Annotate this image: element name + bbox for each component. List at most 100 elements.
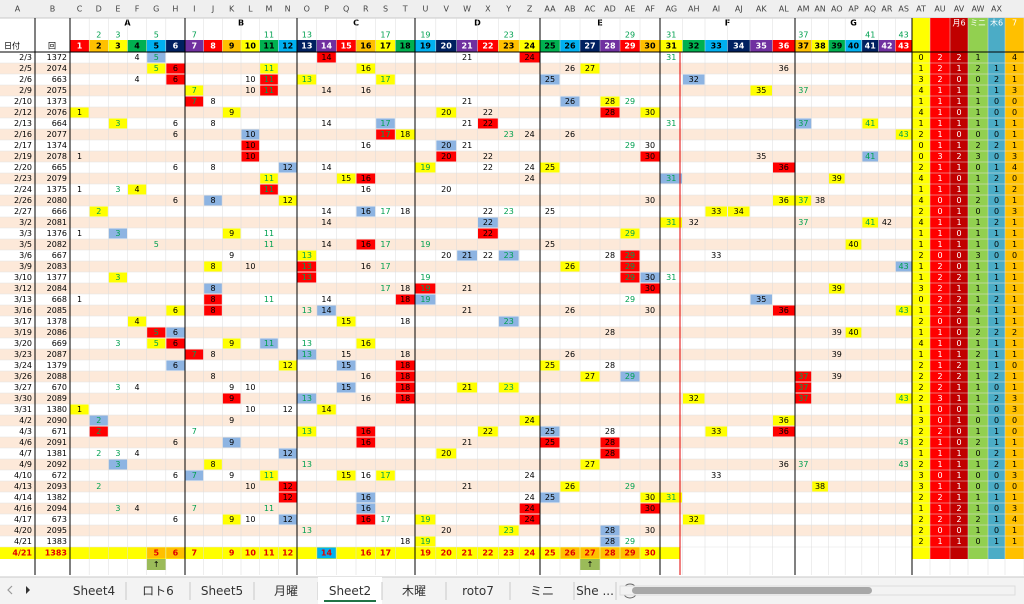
- row-stripe: [0, 283, 912, 294]
- cell-number: 14: [321, 218, 331, 227]
- summary-value: 2: [994, 295, 999, 304]
- cell-highlight: [222, 338, 241, 349]
- row-stripe: [0, 85, 912, 96]
- header-cell: [146, 40, 166, 52]
- summary-value: 2: [956, 152, 961, 161]
- cell-number: 23: [504, 526, 514, 535]
- sheet-tab[interactable]: 木曜: [402, 584, 426, 598]
- summary-value: 1: [956, 416, 961, 425]
- column-letter: P: [324, 5, 329, 14]
- summary-value: 1: [956, 86, 961, 95]
- summary-value: 0: [937, 526, 942, 535]
- summary-column: [950, 18, 968, 559]
- summary-value: 2: [918, 427, 923, 436]
- summary-value: 3: [918, 416, 923, 425]
- cell-highlight: [260, 173, 278, 184]
- summary-value: 0: [994, 196, 999, 205]
- sheet-tab[interactable]: roto7: [462, 584, 494, 598]
- summary-value: 0: [956, 251, 961, 260]
- cell-number: 26: [565, 97, 575, 106]
- sheet-tab[interactable]: 月曜: [274, 584, 298, 598]
- cell-number: 8: [210, 97, 215, 106]
- sheet-tab[interactable]: Sheet4: [73, 584, 115, 598]
- prime-label: 31: [666, 31, 676, 40]
- cell-number: 31: [666, 119, 676, 128]
- cell-number: 20: [441, 152, 451, 161]
- cell-number: 9: [229, 416, 234, 425]
- nav-next[interactable]: [26, 586, 30, 594]
- row-date: 2/26: [14, 196, 32, 205]
- cell-highlight: [580, 63, 600, 74]
- cell-number: 14: [321, 119, 331, 128]
- row-round: 2080: [47, 196, 67, 205]
- row-round: 2082: [47, 240, 67, 249]
- summary-value: 1: [956, 383, 961, 392]
- cell-number: 25: [544, 549, 556, 558]
- cell-number: 7: [192, 427, 197, 436]
- row-round: 1379: [47, 361, 67, 370]
- cell-highlight: [204, 195, 222, 206]
- row-date: 2/16: [14, 130, 32, 139]
- cell-highlight: [478, 426, 498, 437]
- cell-number: 13: [302, 526, 312, 535]
- cell-number: 31: [666, 174, 676, 183]
- summary-value: 1: [956, 471, 961, 480]
- cell-highlight: [498, 316, 519, 327]
- summary-value: 3: [937, 152, 942, 161]
- summary-value: 2: [918, 460, 923, 469]
- cell-number: 10: [245, 262, 255, 271]
- header-cell: [70, 40, 90, 52]
- sheet-tab[interactable]: Sheet5: [201, 584, 243, 598]
- cell-number: 29: [625, 229, 635, 238]
- cell-number: 32: [689, 218, 699, 227]
- header-number: 16: [360, 42, 372, 51]
- header-number: 39: [831, 42, 843, 51]
- summary-value: 1: [994, 262, 999, 271]
- cell-highlight: [640, 283, 660, 294]
- prime-label: 41: [865, 31, 875, 40]
- cell-number: 35: [756, 152, 766, 161]
- sheet-tab[interactable]: She ...: [576, 584, 614, 598]
- scrollbar-thumb[interactable]: [632, 587, 872, 594]
- summary-value: 1: [1012, 372, 1017, 381]
- row-stripe: [0, 349, 912, 360]
- tab-active[interactable]: [318, 577, 382, 604]
- row-round: 1373: [47, 97, 67, 106]
- summary-value: 4: [975, 306, 980, 315]
- nav-prev[interactable]: [7, 585, 13, 595]
- summary-value: 0: [937, 196, 942, 205]
- cell-number: 16: [361, 64, 371, 73]
- cell-number: 22: [483, 229, 493, 238]
- cell-number: 39: [832, 174, 842, 183]
- cell-number: 29: [625, 251, 635, 260]
- cell-highlight: [620, 261, 640, 272]
- cell-number: 35: [756, 295, 766, 304]
- row-date: 4/20: [14, 526, 32, 535]
- cell-number: 9: [229, 471, 234, 480]
- cell-number: 23: [504, 383, 514, 392]
- row-stripe: [0, 393, 912, 404]
- summary-value: 2: [937, 372, 942, 381]
- header-cell: [203, 40, 223, 52]
- sheet-tab[interactable]: Sheet2: [329, 584, 371, 598]
- sheet-tab[interactable]: ミニ: [530, 584, 554, 598]
- summary-value: 1: [937, 229, 942, 238]
- cell-number: 6: [173, 163, 178, 172]
- cell-highlight: [356, 239, 376, 250]
- cell-number: 1: [77, 295, 82, 304]
- row-stripe: [0, 305, 912, 316]
- cell-number: 14: [321, 207, 331, 216]
- cell-number: 15: [341, 350, 351, 359]
- summary-value: 0: [994, 405, 999, 414]
- header-cell: [878, 40, 896, 52]
- summary-value: 0: [975, 416, 980, 425]
- row-stripe: [0, 195, 912, 206]
- cell-number: 7: [192, 97, 197, 106]
- cell-number: 16: [361, 185, 371, 194]
- sheet-tab[interactable]: ロト6: [142, 584, 174, 598]
- column-letter: AL: [779, 5, 789, 14]
- cell-number: 30: [645, 141, 655, 150]
- cell-highlight: [795, 382, 812, 393]
- cell-number: 37: [798, 119, 808, 128]
- cell-number: 20: [441, 449, 451, 458]
